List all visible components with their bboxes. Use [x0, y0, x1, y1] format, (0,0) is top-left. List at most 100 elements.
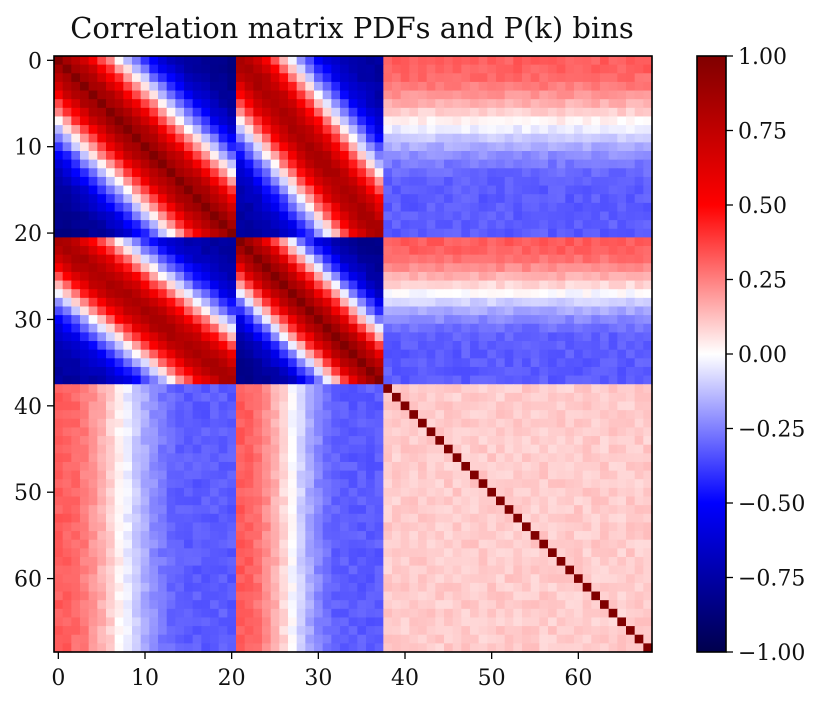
- heatmap-cell: [279, 401, 289, 411]
- heatmap-cell: [227, 116, 237, 126]
- heatmap-cell: [236, 470, 246, 480]
- heatmap-cell: [582, 591, 592, 601]
- heatmap-cell: [80, 168, 90, 178]
- heatmap-cell: [305, 392, 315, 403]
- heatmap-cell: [166, 427, 176, 437]
- heatmap-cell: [374, 505, 384, 515]
- heatmap-cell: [357, 168, 367, 178]
- heatmap-cell: [123, 220, 133, 230]
- heatmap-cell: [478, 280, 488, 290]
- heatmap-cell: [565, 323, 575, 334]
- heatmap-cell: [227, 418, 237, 429]
- heatmap-cell: [62, 73, 72, 83]
- heatmap-cell: [478, 582, 488, 593]
- heatmap-cell: [496, 297, 506, 308]
- heatmap-cell: [218, 470, 228, 480]
- heatmap-cell: [322, 280, 332, 290]
- heatmap-cell: [106, 591, 116, 601]
- heatmap-cell: [496, 90, 506, 100]
- heatmap-cell: [357, 116, 367, 126]
- heatmap-cell: [548, 254, 558, 264]
- heatmap-cell: [88, 427, 98, 437]
- heatmap-cell: [496, 56, 506, 66]
- heatmap-cell: [123, 73, 133, 83]
- heatmap-cell: [305, 246, 315, 256]
- heatmap-cell: [487, 487, 497, 498]
- heatmap-cell: [175, 99, 185, 109]
- heatmap-cell: [556, 271, 566, 282]
- heatmap-cell: [62, 202, 72, 213]
- heatmap-cell: [548, 582, 558, 593]
- heatmap-cell: [348, 280, 358, 290]
- heatmap-cell: [296, 410, 306, 420]
- heatmap-cell: [444, 366, 454, 377]
- heatmap-cell: [574, 375, 584, 385]
- heatmap-cell: [166, 626, 176, 636]
- heatmap-cell: [591, 142, 601, 152]
- heatmap-cell: [210, 125, 220, 135]
- heatmap-cell: [158, 634, 168, 644]
- heatmap-cell: [322, 341, 332, 351]
- heatmap-cell: [348, 194, 358, 204]
- heatmap-cell: [175, 479, 185, 489]
- heatmap-cell: [175, 556, 185, 567]
- heatmap-cell: [530, 626, 540, 636]
- heatmap-cell: [340, 565, 350, 575]
- heatmap-cell: [504, 600, 514, 610]
- heatmap-cell: [400, 505, 410, 515]
- heatmap-cell: [210, 194, 220, 204]
- heatmap-cell: [158, 237, 168, 247]
- heatmap-cell: [374, 194, 384, 204]
- heatmap-cell: [218, 176, 228, 187]
- heatmap-cell: [210, 246, 220, 256]
- heatmap-cell: [565, 522, 575, 532]
- heatmap-cell: [487, 263, 497, 273]
- heatmap-cell: [210, 582, 220, 593]
- heatmap-cell: [270, 565, 280, 575]
- heatmap-cell: [556, 323, 566, 334]
- heatmap-cell: [539, 151, 549, 161]
- heatmap-cell: [158, 125, 168, 135]
- heatmap-cell: [409, 410, 419, 420]
- heatmap-cell: [435, 151, 445, 161]
- heatmap-cell: [114, 142, 124, 152]
- heatmap-cell: [556, 332, 566, 342]
- heatmap-cell: [487, 64, 497, 74]
- heatmap-cell: [513, 565, 523, 575]
- heatmap-cell: [80, 237, 90, 247]
- heatmap-cell: [244, 341, 254, 351]
- heatmap-cell: [608, 392, 618, 403]
- heatmap-cell: [409, 634, 419, 644]
- heatmap-cell: [132, 375, 142, 385]
- heatmap-cell: [340, 582, 350, 593]
- heatmap-cell: [556, 289, 566, 299]
- heatmap-cell: [288, 479, 298, 489]
- heatmap-cell: [452, 366, 462, 377]
- heatmap-cell: [288, 185, 298, 195]
- heatmap-cell: [374, 263, 384, 273]
- heatmap-cell: [201, 332, 211, 342]
- heatmap-cell: [71, 211, 81, 221]
- heatmap-cell: [175, 185, 185, 195]
- heatmap-cell: [88, 626, 98, 636]
- heatmap-cell: [366, 626, 376, 636]
- heatmap-cell: [556, 436, 566, 446]
- heatmap-cell: [591, 332, 601, 342]
- heatmap-cell: [634, 185, 644, 195]
- heatmap-cell: [184, 634, 194, 644]
- heatmap-cell: [184, 228, 194, 238]
- heatmap-cell: [123, 418, 133, 429]
- heatmap-cell: [530, 194, 540, 204]
- heatmap-cell: [88, 246, 98, 256]
- heatmap-cell: [106, 168, 116, 178]
- heatmap-cell: [496, 427, 506, 437]
- heatmap-cell: [279, 505, 289, 515]
- heatmap-cell: [600, 246, 610, 256]
- heatmap-cell: [409, 479, 419, 489]
- heatmap-cell: [296, 574, 306, 584]
- heatmap-cell: [54, 617, 64, 627]
- heatmap-cell: [314, 479, 324, 489]
- heatmap-cell: [617, 64, 627, 74]
- heatmap-cell: [487, 565, 497, 575]
- heatmap-cell: [392, 263, 402, 273]
